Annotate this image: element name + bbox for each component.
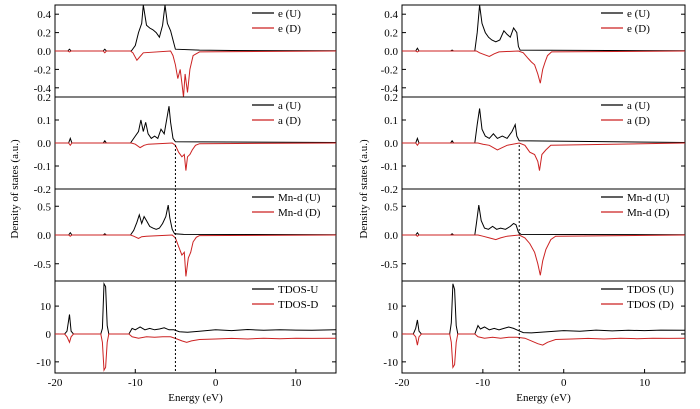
y-tick-label: 0.5 (37, 201, 51, 213)
x-axis-label: Energy (eV) (168, 392, 223, 404)
legend-label: TDOS (D) (627, 299, 674, 311)
legend-label: Mn-d (D) (278, 207, 321, 219)
series-line-a-d- (55, 142, 336, 171)
y-tick-label: -0.5 (381, 259, 399, 271)
series-line-tdos-d- (402, 333, 685, 370)
series-line-mn-d-d- (402, 234, 685, 276)
y-tick-label: -0.1 (34, 161, 51, 173)
legend: a (U) a (D) (252, 100, 301, 127)
legend: a (U) a (D) (601, 100, 650, 127)
chart-2-panel-3: 0.5 0.0 -0.5 Mn-d (U) Mn-d (D) (381, 188, 686, 282)
y-tick-label: 0.1 (384, 115, 398, 127)
series-line-e-d- (55, 50, 336, 97)
x-tick-label: -10 (476, 377, 491, 389)
y-tick-label: 0.2 (384, 92, 398, 104)
series-group (55, 282, 336, 372)
legend-label: e (U) (278, 8, 301, 20)
y-tick-label: 0.0 (384, 46, 398, 58)
series-group (402, 108, 685, 171)
series-line-e-d- (402, 50, 685, 84)
legend-label: Mn-d (U) (278, 192, 321, 204)
legend: Mn-d (U) Mn-d (D) (252, 192, 321, 219)
legend-label: a (U) (278, 100, 301, 112)
chart-2: 0.4 0.2 0.0 -0.2 -0.4 e (U) e (D) 0.2 0.1 0.0 -0.1… (358, 4, 686, 404)
y-tick-label: 0.2 (37, 92, 51, 104)
y-tick-label: 0.1 (37, 115, 51, 127)
y-tick-label: -0.1 (381, 161, 398, 173)
chart-1-panel-3: 0.5 0.0 -0.5 Mn-d (U) Mn-d (D) (34, 188, 337, 282)
panel-frame (401, 280, 686, 374)
y-tick-label: 0.0 (384, 138, 398, 150)
series-line-tdos-d (55, 333, 336, 372)
y-tick-label: 10 (40, 301, 52, 313)
y-tick-label: -10 (36, 357, 51, 369)
chart-1-panel-2: 0.2 0.1 0.0 -0.1 -0.2 a (U) a (D) (34, 92, 337, 196)
series-group (402, 5, 685, 84)
y-tick-label: -0.2 (34, 64, 51, 76)
y-axis-label: Density of states (a.u.) (9, 139, 21, 239)
legend-label: a (D) (278, 115, 301, 127)
chart-2-panel-1: 0.4 0.2 0.0 -0.2 -0.4 e (U) e (D) (381, 4, 686, 98)
y-tick-label: 0.2 (384, 28, 398, 40)
x-tick-label: -20 (48, 377, 63, 389)
y-tick-label: 0.0 (384, 230, 398, 242)
legend: TDOS-U TDOS-D (252, 284, 318, 311)
y-tick-label: 0.0 (37, 138, 51, 150)
legend-label: a (D) (627, 115, 650, 127)
legend-label: e (U) (627, 8, 650, 20)
y-tick-label: 0.2 (37, 28, 51, 40)
y-tick-label: 0.5 (384, 201, 398, 213)
legend-label: Mn-d (D) (627, 207, 670, 219)
y-tick-label: -0.4 (381, 83, 399, 95)
legend: e (U) e (D) (252, 8, 301, 35)
series-line-a-d- (402, 142, 685, 171)
x-tick-label: 10 (639, 377, 651, 389)
chart-1-panel-4: 10 0 -10 TDOS-U TDOS-D (36, 280, 337, 374)
y-tick-label: -0.2 (34, 184, 51, 196)
y-tick-label: 0.4 (384, 9, 398, 21)
y-tick-label: 10 (387, 301, 399, 313)
series-group (402, 283, 685, 370)
y-tick-label: -10 (383, 357, 398, 369)
y-tick-label: 0 (46, 329, 52, 341)
chart-2-panel-2: 0.2 0.1 0.0 -0.1 -0.2 a (U) a (D) (381, 92, 686, 196)
legend-label: TDOS-U (278, 284, 318, 296)
x-tick-label: -20 (395, 377, 410, 389)
y-tick-label: 0 (393, 329, 399, 341)
legend: Mn-d (U) Mn-d (D) (601, 192, 670, 219)
y-tick-label: -0.4 (34, 83, 52, 95)
x-tick-label: 10 (290, 377, 302, 389)
legend-label: e (D) (278, 23, 301, 35)
legend-label: TDOS (U) (627, 284, 674, 296)
legend-label: Mn-d (U) (627, 192, 670, 204)
y-tick-label: 0.0 (37, 46, 51, 58)
y-tick-label: 0.0 (37, 230, 51, 242)
legend-label: a (U) (627, 100, 650, 112)
chart-1-panel-1: 0.4 0.2 0.0 -0.2 -0.4 e (U) e (D) (34, 4, 337, 98)
y-tick-label: -0.2 (381, 64, 398, 76)
legend: TDOS (U) TDOS (D) (601, 284, 674, 311)
x-tick-label: 0 (213, 377, 219, 389)
chart-1: 0.4 0.2 0.0 -0.2 -0.4 e (U) e (D) 0.2 0.1 0.0 -0.1… (9, 4, 337, 404)
legend-label: TDOS-D (278, 299, 318, 311)
x-tick-label: 0 (561, 377, 567, 389)
series-group (55, 5, 336, 97)
chart-2-panel-4: 10 0 -10 TDOS (U) TDOS (D) (383, 280, 686, 374)
x-tick-label: -10 (128, 377, 143, 389)
panel-frame (54, 280, 337, 374)
y-tick-label: -0.5 (34, 259, 52, 271)
y-tick-label: -0.2 (381, 184, 398, 196)
legend-label: e (D) (627, 23, 650, 35)
legend: e (U) e (D) (601, 8, 650, 35)
series-line-mn-d-d- (55, 234, 336, 277)
y-axis-label: Density of states (a.u.) (358, 139, 370, 239)
y-tick-label: 0.4 (37, 9, 51, 21)
x-axis-label: Energy (eV) (516, 392, 571, 404)
